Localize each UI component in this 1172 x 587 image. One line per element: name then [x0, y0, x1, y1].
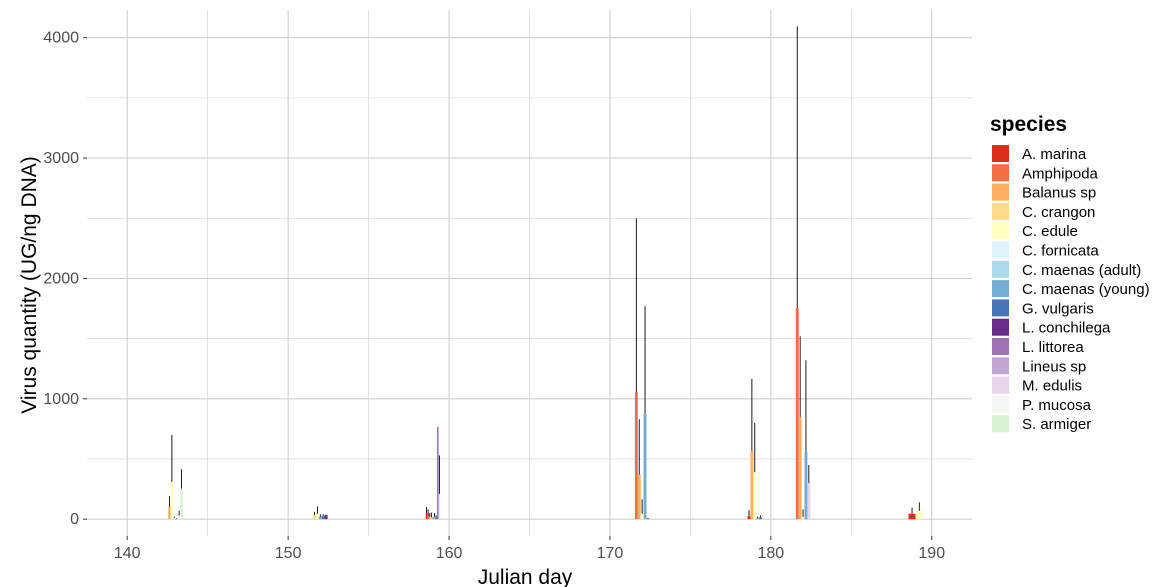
bar	[747, 516, 751, 520]
bar	[175, 518, 178, 520]
legend-swatch	[992, 241, 1009, 259]
x-tick-label: 150	[275, 545, 302, 562]
plot-panel	[87, 10, 972, 536]
bar	[753, 472, 757, 520]
legend-swatch	[992, 202, 1009, 220]
legend-swatch	[992, 338, 1009, 355]
legend-label: C. crangon	[1022, 204, 1095, 221]
bar	[324, 514, 328, 520]
y-tick-label: 3000	[43, 150, 79, 167]
legend-swatch	[992, 299, 1009, 317]
bar	[313, 514, 316, 520]
bar	[432, 518, 434, 520]
bar	[321, 516, 325, 520]
legend-label: C. fornicata	[1022, 243, 1099, 260]
y-tick-label: 0	[70, 511, 79, 528]
legend-label: C. maenas (adult)	[1022, 262, 1141, 279]
legend-label: L. conchilega	[1022, 320, 1111, 337]
y-axis-title: Virus quantity (UG/ng DNA)	[18, 156, 41, 414]
bar	[428, 516, 431, 520]
legend-label: Amphipoda	[1022, 165, 1099, 182]
errorbar-layer	[169, 26, 920, 519]
legend-swatch	[992, 318, 1009, 336]
x-axis-title: Julian day	[478, 566, 573, 587]
bar	[807, 483, 811, 520]
bar	[804, 451, 808, 520]
bar	[168, 507, 171, 520]
legend-label: M. edulis	[1022, 378, 1082, 395]
bar	[795, 307, 799, 520]
legend-swatch	[992, 376, 1009, 394]
legend-title: species	[990, 113, 1067, 136]
bar	[646, 518, 650, 520]
bar	[640, 513, 644, 520]
legend-swatch	[992, 222, 1009, 240]
bar-layer	[168, 307, 923, 520]
bar	[798, 416, 802, 520]
x-tick-label: 140	[114, 545, 141, 562]
y-axis-ticks: 0 1000 2000 3000 4000	[43, 30, 87, 528]
legend-swatch	[992, 415, 1009, 433]
legend-swatch	[992, 280, 1009, 298]
bar	[915, 510, 923, 520]
bar	[318, 516, 322, 520]
bar	[433, 516, 436, 520]
bar	[756, 517, 760, 520]
legend-label: Balanus sp	[1022, 185, 1096, 202]
legend-label: C. edule	[1022, 223, 1078, 240]
bar	[173, 517, 176, 520]
bar	[427, 516, 429, 520]
bar	[430, 517, 433, 520]
legend: species A. marina Amphipoda Balanus sp C. c…	[990, 113, 1150, 433]
bar	[315, 513, 319, 520]
y-tick-label: 4000	[43, 30, 79, 47]
bar	[436, 427, 439, 520]
x-tick-label: 190	[918, 545, 945, 562]
y-tick-label: 1000	[43, 391, 79, 408]
bar	[801, 516, 805, 520]
legend-swatch	[992, 164, 1009, 182]
legend-label: L. littorea	[1022, 339, 1084, 356]
x-tick-label: 170	[597, 545, 624, 562]
legend-label: S. armiger	[1022, 416, 1091, 433]
bar	[177, 515, 181, 520]
legend-label: A. marina	[1022, 146, 1087, 163]
legend-swatch	[992, 260, 1009, 278]
bar	[634, 392, 638, 520]
legend-label: G. vulgaris	[1022, 300, 1094, 317]
bar	[438, 493, 441, 520]
bar	[643, 414, 647, 520]
legend-label: P. mucosa	[1022, 397, 1092, 414]
bar	[759, 517, 763, 520]
legend-label: C. maenas (young)	[1022, 281, 1150, 298]
bar	[435, 517, 437, 520]
legend-swatch	[992, 395, 1009, 413]
bar	[170, 481, 174, 520]
bar	[637, 474, 641, 520]
x-tick-label: 180	[758, 545, 785, 562]
legend-label: Lineus sp	[1022, 358, 1086, 375]
legend-swatch	[992, 183, 1009, 201]
bar	[750, 451, 754, 520]
bar	[425, 513, 428, 520]
x-tick-label: 160	[436, 545, 463, 562]
x-axis-ticks: 140 150 160 170 180 190	[114, 536, 945, 562]
legend-swatch	[992, 145, 1009, 162]
bar	[180, 488, 183, 520]
y-tick-label: 2000	[43, 270, 79, 287]
legend-swatch	[992, 357, 1009, 375]
bar	[908, 513, 916, 520]
